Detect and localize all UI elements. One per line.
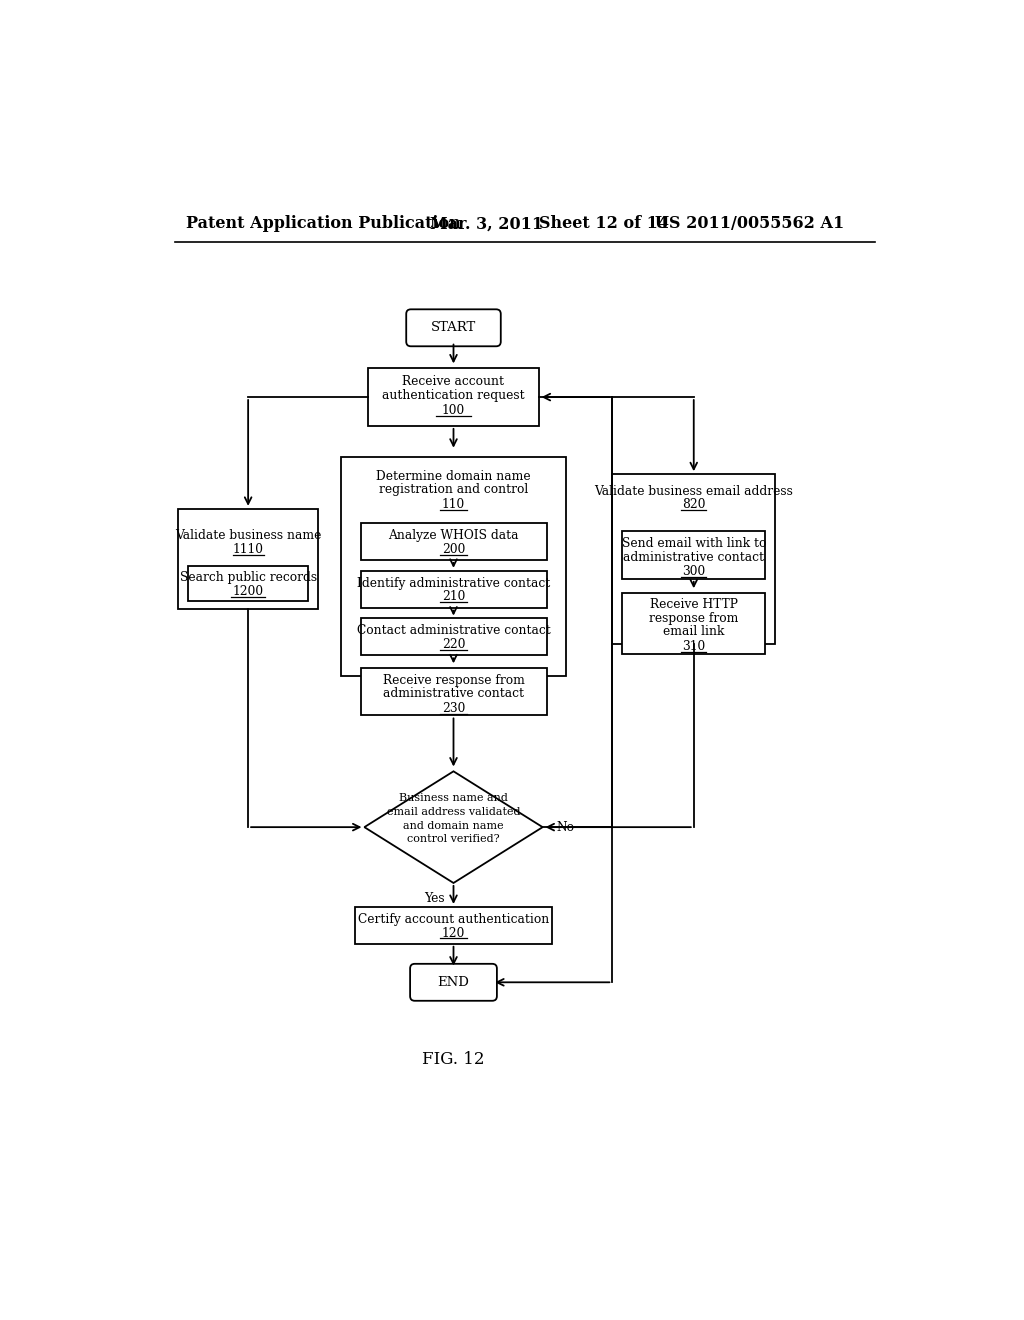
Text: 1110: 1110 — [232, 543, 263, 556]
Text: FIG. 12: FIG. 12 — [422, 1051, 484, 1068]
Text: Patent Application Publication: Patent Application Publication — [186, 215, 461, 232]
Polygon shape — [360, 523, 547, 560]
Text: 220: 220 — [441, 638, 465, 651]
Text: Contact administrative contact: Contact administrative contact — [356, 624, 550, 638]
Text: START: START — [431, 321, 476, 334]
Text: 110: 110 — [442, 498, 465, 511]
Text: Sheet 12 of 14: Sheet 12 of 14 — [539, 215, 669, 232]
Polygon shape — [354, 907, 552, 944]
Text: administrative contact: administrative contact — [383, 688, 524, 701]
Text: Business name and: Business name and — [399, 793, 508, 803]
Text: Receive response from: Receive response from — [383, 673, 524, 686]
Polygon shape — [612, 474, 775, 644]
FancyBboxPatch shape — [410, 964, 497, 1001]
Text: control verified?: control verified? — [408, 834, 500, 845]
Text: Determine domain name: Determine domain name — [376, 470, 530, 483]
Polygon shape — [178, 508, 317, 609]
Text: Receive account: Receive account — [402, 375, 505, 388]
Text: 310: 310 — [682, 640, 706, 653]
Text: email link: email link — [664, 626, 724, 639]
Text: Yes: Yes — [424, 892, 444, 906]
Text: email address validated: email address validated — [387, 807, 520, 817]
Text: response from: response from — [649, 611, 738, 624]
Text: Analyze WHOIS data: Analyze WHOIS data — [388, 529, 519, 541]
FancyBboxPatch shape — [407, 309, 501, 346]
Polygon shape — [341, 457, 566, 676]
Text: Mar. 3, 2011: Mar. 3, 2011 — [430, 215, 544, 232]
Polygon shape — [622, 593, 765, 655]
Text: Certify account authentication: Certify account authentication — [357, 912, 549, 925]
Text: No: No — [557, 821, 574, 834]
Polygon shape — [365, 771, 543, 883]
Polygon shape — [360, 668, 547, 715]
Polygon shape — [360, 619, 547, 656]
Text: Identify administrative contact: Identify administrative contact — [357, 577, 550, 590]
Text: 300: 300 — [682, 565, 706, 578]
Polygon shape — [188, 566, 308, 601]
Text: and domain name: and domain name — [403, 821, 504, 830]
Text: registration and control: registration and control — [379, 483, 528, 496]
Text: 120: 120 — [441, 927, 465, 940]
Text: 100: 100 — [442, 404, 465, 417]
Text: Receive HTTP: Receive HTTP — [650, 598, 737, 611]
Text: 1200: 1200 — [232, 585, 264, 598]
Text: 820: 820 — [682, 499, 706, 511]
Text: administrative contact: administrative contact — [624, 550, 764, 564]
Text: END: END — [437, 975, 469, 989]
Text: US 2011/0055562 A1: US 2011/0055562 A1 — [655, 215, 844, 232]
Text: 200: 200 — [441, 543, 465, 556]
Text: Validate business name: Validate business name — [175, 529, 322, 543]
Polygon shape — [622, 531, 765, 578]
Text: 210: 210 — [441, 590, 465, 603]
Text: Search public records: Search public records — [179, 570, 316, 583]
Text: Validate business email address: Validate business email address — [594, 484, 794, 498]
Text: Send email with link to: Send email with link to — [622, 537, 766, 550]
Text: 230: 230 — [441, 702, 465, 715]
Polygon shape — [369, 368, 539, 426]
Text: authentication request: authentication request — [382, 389, 525, 403]
Polygon shape — [360, 570, 547, 607]
